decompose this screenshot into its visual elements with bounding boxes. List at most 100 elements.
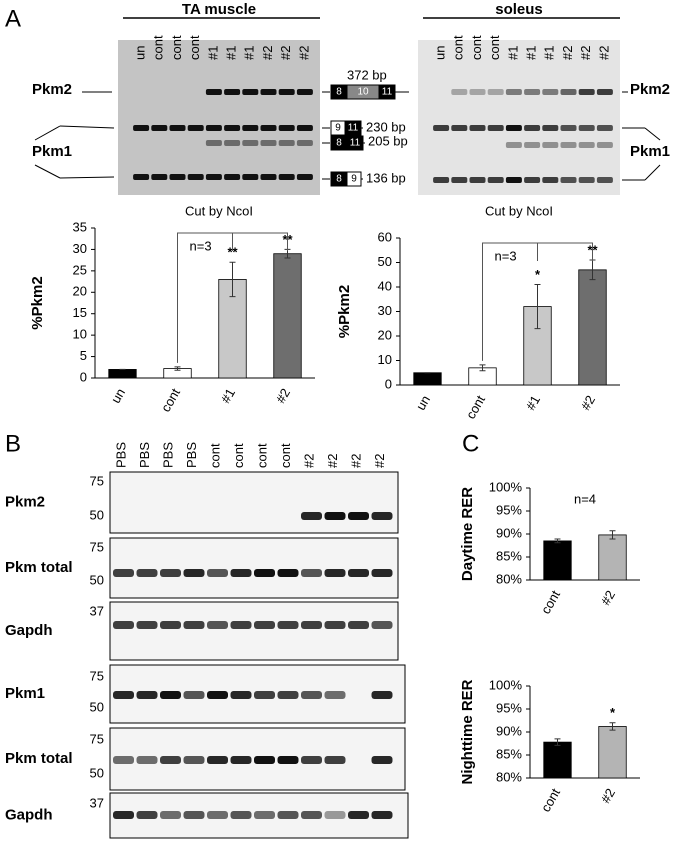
band (205, 125, 222, 131)
band (151, 174, 168, 180)
gel-caption: Cut by NcoI (185, 203, 253, 218)
error-bar (554, 538, 561, 544)
band (578, 177, 595, 183)
x-tick-label: cont (538, 785, 563, 814)
band (301, 569, 322, 577)
blot-image (109, 537, 399, 599)
exon-label: 11 (382, 87, 393, 98)
y-tick-label: 90% (496, 525, 522, 540)
size-marker: 75 (90, 473, 104, 488)
band (113, 811, 134, 819)
band (160, 569, 181, 577)
band (469, 89, 486, 95)
x-tick-label: un (108, 386, 128, 406)
y-tick-label: 100% (489, 479, 523, 494)
band (260, 125, 277, 131)
band (113, 621, 134, 629)
size-marker: 75 (90, 668, 104, 683)
size-marker: 50 (90, 507, 104, 522)
y-tick-label: 10 (378, 352, 392, 367)
y-tick-label: 85% (496, 746, 522, 761)
band (160, 621, 181, 629)
band (578, 125, 595, 131)
band (560, 89, 577, 95)
size-marker: 50 (90, 699, 104, 714)
band (433, 177, 450, 183)
exon-label: 11 (348, 123, 359, 134)
lane-label: #1 (224, 46, 239, 60)
lane-label: #1 (242, 46, 257, 60)
lane-label: PBS (113, 442, 128, 468)
band (230, 569, 252, 577)
rule (59, 125, 115, 129)
band (278, 89, 295, 95)
bar (543, 540, 572, 581)
y-tick-label: 30 (378, 303, 392, 318)
band (348, 569, 369, 577)
band (578, 142, 595, 148)
note: n=3 (495, 248, 517, 263)
size-marker: 37 (90, 603, 104, 618)
lane-label: cont (207, 443, 222, 468)
band (254, 569, 275, 577)
band (296, 89, 313, 95)
lane-label: cont (487, 35, 502, 60)
band (205, 89, 222, 95)
band (113, 691, 134, 699)
y-tick-label: 85% (496, 548, 522, 563)
exon-label: 11 (350, 138, 361, 149)
y-tick-label: 35 (73, 219, 87, 234)
band (260, 174, 277, 180)
band (277, 811, 299, 819)
lane-label: cont (231, 443, 246, 468)
band (187, 174, 204, 180)
lane-label: cont (469, 35, 484, 60)
fragment-size: 205 bp (368, 133, 408, 148)
error-bar (609, 530, 616, 540)
lane-label: #2 (596, 46, 611, 60)
band (278, 125, 295, 131)
rule (34, 125, 61, 141)
lane-label: cont (451, 35, 466, 60)
band (505, 177, 522, 183)
size-marker: 75 (90, 731, 104, 746)
lane-label: cont (187, 35, 202, 60)
bar (543, 741, 572, 779)
y-tick-label: 0 (385, 376, 392, 391)
band-label: Pkm1 (630, 143, 670, 160)
band (133, 174, 150, 180)
band (596, 125, 613, 131)
band (151, 125, 168, 131)
y-tick-label: 50 (378, 254, 392, 269)
lane-label: #2 (296, 46, 311, 60)
lane-label: un (433, 46, 448, 60)
x-tick-label: #2 (578, 393, 598, 413)
x-tick-label: #2 (598, 588, 618, 608)
bar (108, 369, 137, 379)
significance: * (535, 267, 541, 282)
band (169, 125, 186, 131)
bracket (177, 232, 288, 363)
band (524, 142, 541, 148)
band (469, 125, 486, 131)
lane-label: cont (278, 443, 293, 468)
band (183, 756, 205, 764)
band (169, 174, 186, 180)
significance: * (610, 705, 616, 720)
size-marker: 50 (90, 765, 104, 780)
band (451, 125, 468, 131)
y-tick-label: 25 (73, 262, 87, 277)
band (260, 89, 277, 95)
exon-label: 8 (336, 174, 342, 185)
x-tick-label: #2 (273, 386, 293, 406)
panel-label: C (462, 430, 479, 457)
band (301, 512, 322, 520)
y-tick-label: 5 (80, 348, 87, 363)
bar (598, 726, 627, 779)
rule (644, 164, 661, 181)
band (224, 174, 241, 180)
band (324, 569, 346, 577)
band (278, 140, 295, 146)
y-axis-label: %Pkm2 (29, 276, 46, 329)
band (324, 512, 346, 520)
